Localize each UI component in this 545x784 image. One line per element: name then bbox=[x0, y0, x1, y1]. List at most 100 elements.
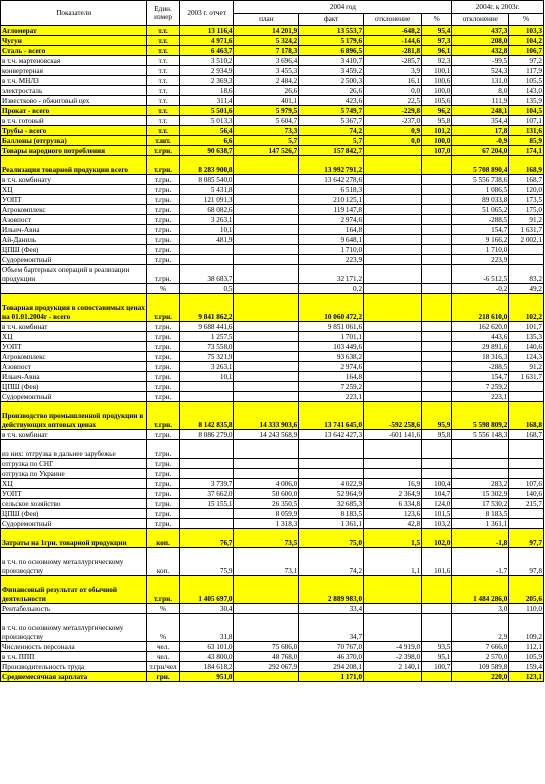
header-fact: факт bbox=[298, 12, 365, 26]
fact-2004-cell bbox=[298, 468, 365, 479]
deviation-vs-2003-cell: -288,5 bbox=[451, 361, 510, 372]
report-2003-cell: 5 501,6 bbox=[178, 105, 235, 116]
percent-cell: 92,3 bbox=[421, 55, 453, 66]
plan-2004-cell: 14 333 903,6 bbox=[233, 401, 300, 430]
deviation-vs-2003-cell: 51 065,2 bbox=[451, 204, 510, 215]
percent-cell bbox=[421, 264, 453, 284]
report-2003-cell: 951,0 bbox=[178, 671, 235, 682]
percent-vs-2003-cell: 205,6 bbox=[508, 575, 544, 604]
indicator-cell: Баллоны (отгрузка) bbox=[0, 135, 148, 146]
plan-2004-cell bbox=[233, 351, 300, 362]
deviation-vs-2003-cell: 283,2 bbox=[451, 478, 510, 489]
table-row: УОПТ т.грн. 37 662,0 50 600,0 52 964,9 2 364,… bbox=[0, 488, 544, 499]
deviation-vs-2003-cell: 5 556 738,6 bbox=[451, 174, 510, 185]
table-row: Численность персонала чел. 63 101,0 75 686,… bbox=[0, 641, 544, 652]
table-row: ХЦ т.грн. 3 739,7 4 006,0 4 022,9 16,9 100,4 28… bbox=[0, 478, 544, 489]
indicator-cell: в т.ч. комбинат bbox=[0, 429, 148, 440]
deviation-vs-2003-cell: 7 666,0 bbox=[451, 641, 510, 652]
deviation-cell bbox=[363, 439, 423, 459]
indicator-cell: в т.ч. комбинат bbox=[0, 321, 148, 332]
deviation-cell bbox=[363, 321, 423, 332]
deviation-vs-2003-cell: 162 620,0 bbox=[451, 321, 510, 332]
deviation-vs-2003-cell: 15 302,9 bbox=[451, 488, 510, 499]
percent-vs-2003-cell: 168,9 bbox=[508, 155, 544, 175]
deviation-cell: -144,6 bbox=[363, 35, 423, 46]
table-row: Прокат - всего т.т. 5 501,6 5 979,5 5 749,7-… bbox=[0, 105, 544, 116]
unit-cell: т.грн. bbox=[146, 244, 180, 255]
fact-2004-cell: 1 710,0 bbox=[298, 244, 365, 255]
deviation-vs-2003-cell bbox=[451, 439, 510, 459]
deviation-vs-2003-cell: 1 361,1 bbox=[451, 518, 510, 529]
unit-cell: т.грн. bbox=[146, 351, 180, 362]
table-row: ЦПШ (Фея) т.грн. 1 710,0 1 710,0 bbox=[0, 244, 544, 255]
report-2003-cell: 31,8 bbox=[178, 613, 235, 642]
fact-2004-cell: 52 964,9 bbox=[298, 488, 365, 499]
percent-cell: 96,2 bbox=[421, 105, 453, 116]
percent-vs-2003-cell bbox=[508, 381, 544, 392]
percent-cell: 104,7 bbox=[421, 488, 453, 499]
report-2003-cell: 56,4 bbox=[178, 125, 235, 136]
percent-vs-2003-cell bbox=[508, 391, 544, 402]
percent-vs-2003-cell bbox=[508, 508, 544, 519]
table-row: ЦПШ (Фея) т.грн. 7 259,2 7 259,2 bbox=[0, 381, 544, 392]
percent-vs-2003-cell: 105,5 bbox=[508, 75, 544, 86]
deviation-vs-2003-cell: 5 708 890,4 bbox=[451, 155, 510, 175]
percent-cell: 124,0 bbox=[421, 498, 453, 509]
deviation-cell bbox=[363, 371, 423, 382]
unit-cell: чел. bbox=[146, 641, 180, 652]
plan-2004-cell: 5 979,5 bbox=[233, 105, 300, 116]
percent-vs-2003-cell: 112,1 bbox=[508, 641, 544, 652]
deviation-vs-2003-cell: 111,9 bbox=[451, 95, 510, 106]
indicator-cell: Агрокомплекс bbox=[0, 204, 148, 215]
deviation-cell: 0,0 bbox=[363, 135, 423, 146]
deviation-cell bbox=[363, 361, 423, 372]
report-2003-cell: 1 405 697,0 bbox=[178, 575, 235, 604]
table-row: Производство промышленной продукции в де… bbox=[0, 401, 544, 430]
table-row: Финансовый результат от обычной деятельн… bbox=[0, 575, 544, 604]
report-2003-cell bbox=[178, 381, 235, 392]
percent-cell: 95,8 bbox=[421, 429, 453, 440]
unit-cell: т.т. bbox=[146, 35, 180, 46]
table-row: Агломерат т.т. 13 116,4 14 201,9 13 553,7 -64… bbox=[0, 25, 544, 36]
percent-vs-2003-cell: 101,7 bbox=[508, 321, 544, 332]
deviation-vs-2003-cell: 432,8 bbox=[451, 45, 510, 56]
report-2003-cell: 10,1 bbox=[178, 371, 235, 382]
table-row: отгрузка по СНГ т.грн. bbox=[0, 458, 544, 469]
percent-vs-2003-cell: 123,1 bbox=[508, 671, 544, 682]
fact-2004-cell bbox=[298, 458, 365, 469]
report-2003-cell: 3 739,7 bbox=[178, 478, 235, 489]
indicator-cell: Агломерат bbox=[0, 25, 148, 36]
plan-2004-cell: 73,3 bbox=[233, 125, 300, 136]
table-row: Судоремонтный т.грн. 223,1 223,1 bbox=[0, 391, 544, 402]
percent-vs-2003-cell: 131,6 bbox=[508, 125, 544, 136]
deviation-vs-2003-cell: 1 086,5 bbox=[451, 184, 510, 195]
deviation-vs-2003-cell: 89 033,8 bbox=[451, 194, 510, 205]
unit-cell: т.грн. bbox=[146, 194, 180, 205]
unit-cell: т.грн. bbox=[146, 184, 180, 195]
table-row: в т.ч. комбинату т.грн. 8 085 540,0 13 642 … bbox=[0, 174, 544, 185]
report-2003-cell bbox=[178, 244, 235, 255]
deviation-vs-2003-cell: -6 512,5 bbox=[451, 264, 510, 284]
percent-vs-2003-cell: 173,5 bbox=[508, 194, 544, 205]
table-row: в т.ч. комбинат т.грн. 9 688 441,6 9 851 06… bbox=[0, 321, 544, 332]
header-indicator: Показатели bbox=[0, 0, 148, 26]
fact-2004-cell: 119 147,8 bbox=[298, 204, 365, 215]
deviation-vs-2003-cell: 3,0 bbox=[451, 603, 510, 614]
fact-2004-cell: 7 259,2 bbox=[298, 381, 365, 392]
fact-2004-cell: 13 741 645,0 bbox=[298, 401, 365, 430]
deviation-vs-2003-cell: 443,6 bbox=[451, 331, 510, 342]
unit-cell: т.шт. bbox=[146, 135, 180, 146]
deviation-vs-2003-cell: 131,0 bbox=[451, 75, 510, 86]
deviation-cell: 123,6 bbox=[363, 508, 423, 519]
fact-2004-cell: 223,9 bbox=[298, 254, 365, 265]
table-row: в т.ч. мартеновская т.т. 3 510,2 3 696,4 3 4… bbox=[0, 55, 544, 66]
indicator-cell: Сталь - всего bbox=[0, 45, 148, 56]
percent-vs-2003-cell bbox=[508, 518, 544, 529]
plan-2004-cell: 7 178,3 bbox=[233, 45, 300, 56]
percent-vs-2003-cell: 140,6 bbox=[508, 341, 544, 352]
fact-2004-cell: 157 842,7 bbox=[298, 145, 365, 156]
percent-vs-2003-cell: 175,0 bbox=[508, 204, 544, 215]
deviation-cell: -601 141,6 bbox=[363, 429, 423, 440]
deviation-cell bbox=[363, 381, 423, 392]
deviation-cell bbox=[363, 458, 423, 469]
